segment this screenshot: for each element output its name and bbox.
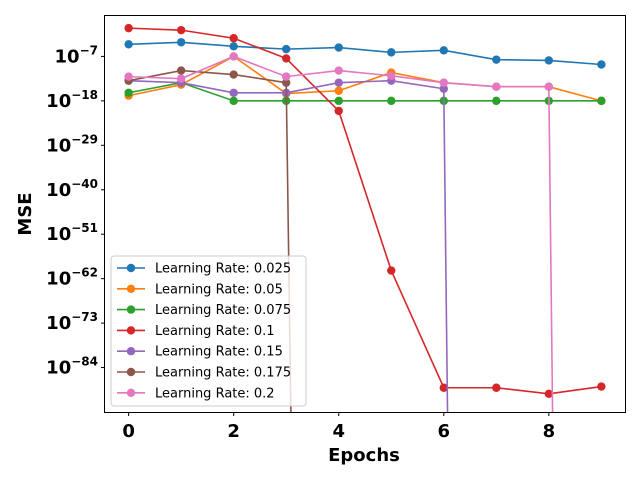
data-point [334, 96, 343, 106]
data-point [176, 74, 186, 83]
data-point [124, 88, 133, 97]
x-tick-label: 0 [122, 421, 135, 442]
x-tick-label: 8 [543, 421, 556, 442]
data-point [176, 66, 186, 75]
legend-item: Learning Rate: 0.075 [117, 303, 291, 318]
data-point [334, 78, 343, 87]
y-tick-label: 10−40 [46, 177, 98, 201]
x-tick-label: 6 [438, 421, 451, 442]
legend-label: Learning Rate: 0.15 [155, 345, 283, 360]
series-line [128, 81, 602, 102]
legend-item: Learning Rate: 0.2 [117, 386, 275, 401]
data-point [439, 84, 448, 93]
data-point [176, 38, 186, 47]
data-point [334, 106, 343, 116]
y-tick-label: 10−18 [46, 88, 98, 112]
x-ticks: 0 2 4 6 8 [122, 412, 555, 442]
legend-swatch-marker [126, 347, 136, 356]
series-line [128, 55, 602, 102]
legend-item: Learning Rate: 0.15 [117, 345, 283, 360]
series-line [128, 69, 287, 84]
data-point [544, 389, 554, 399]
data-point [387, 266, 396, 275]
data-point [334, 66, 343, 75]
legend-label: Learning Rate: 0.025 [155, 262, 291, 277]
legend: Learning Rate: 0.025 Learning Rate: 0.05 L… [110, 255, 307, 407]
y-tick-label: 10−84 [46, 355, 98, 379]
y-ticks: 10−7 10−18 10−29 10−40 10−51 10−62 10−73 10−84 [46, 43, 105, 379]
data-point [124, 40, 133, 49]
series-0 [124, 38, 606, 69]
data-point [492, 82, 501, 91]
data-point [229, 96, 238, 106]
data-point [334, 43, 343, 52]
y-axis-label: MSE [15, 192, 36, 235]
x-tick-label: 4 [332, 421, 345, 442]
data-point [176, 25, 186, 35]
legend-swatch-marker [126, 284, 136, 293]
y-tick-label: 10−51 [46, 221, 98, 245]
legend-label: Learning Rate: 0.1 [155, 324, 275, 339]
legend-item: Learning Rate: 0.05 [117, 282, 283, 297]
y-tick-label: 10−62 [46, 266, 98, 290]
legend-items: Learning Rate: 0.025 Learning Rate: 0.05 L… [117, 262, 291, 401]
data-point [387, 48, 396, 57]
data-point [492, 55, 501, 64]
data-point [282, 72, 291, 81]
series-layer [124, 23, 606, 412]
data-point [492, 383, 501, 392]
data-point [229, 42, 238, 51]
y-tick-label: 10−29 [46, 132, 98, 156]
y-tick-label: 10−7 [55, 43, 98, 67]
legend-item: Learning Rate: 0.175 [117, 366, 291, 381]
legend-label: Learning Rate: 0.175 [155, 366, 291, 381]
data-point [229, 70, 238, 79]
data-point [334, 86, 343, 95]
series-3 [124, 23, 606, 399]
data-point [492, 96, 501, 106]
x-axis-label: Epochs [328, 445, 400, 466]
legend-frame [110, 255, 307, 407]
data-point [387, 96, 396, 106]
drop-line [442, 88, 449, 412]
data-point [597, 60, 606, 69]
series-line [128, 41, 602, 66]
data-point [229, 52, 238, 61]
data-point [282, 54, 291, 63]
legend-item: Learning Rate: 0.1 [117, 324, 275, 339]
x-tick-label: 2 [227, 421, 240, 442]
data-point [229, 88, 238, 97]
series-line [128, 27, 602, 395]
plot-frame [104, 15, 626, 413]
data-point [124, 72, 133, 81]
legend-label: Learning Rate: 0.075 [155, 303, 291, 318]
legend-swatch-marker [126, 326, 136, 335]
data-point [597, 382, 606, 391]
data-point [439, 383, 448, 392]
data-point [439, 46, 448, 55]
data-point [597, 96, 606, 106]
drop-line [548, 86, 554, 412]
legend-label: Learning Rate: 0.2 [155, 386, 275, 401]
legend-swatch-marker [126, 367, 136, 377]
data-point [124, 23, 133, 33]
legend-swatch-marker [126, 305, 136, 314]
legend-swatch-marker [126, 263, 136, 273]
data-point [439, 78, 448, 87]
legend-label: Learning Rate: 0.05 [155, 282, 283, 297]
legend-swatch-marker [126, 388, 136, 397]
y-tick-label: 10−73 [46, 310, 98, 334]
series-6 [124, 52, 554, 91]
data-point [282, 44, 291, 54]
legend-item: Learning Rate: 0.025 [117, 262, 291, 277]
data-point [387, 71, 396, 81]
data-point [544, 56, 554, 65]
series-5 [124, 66, 291, 87]
data-point [229, 34, 238, 43]
